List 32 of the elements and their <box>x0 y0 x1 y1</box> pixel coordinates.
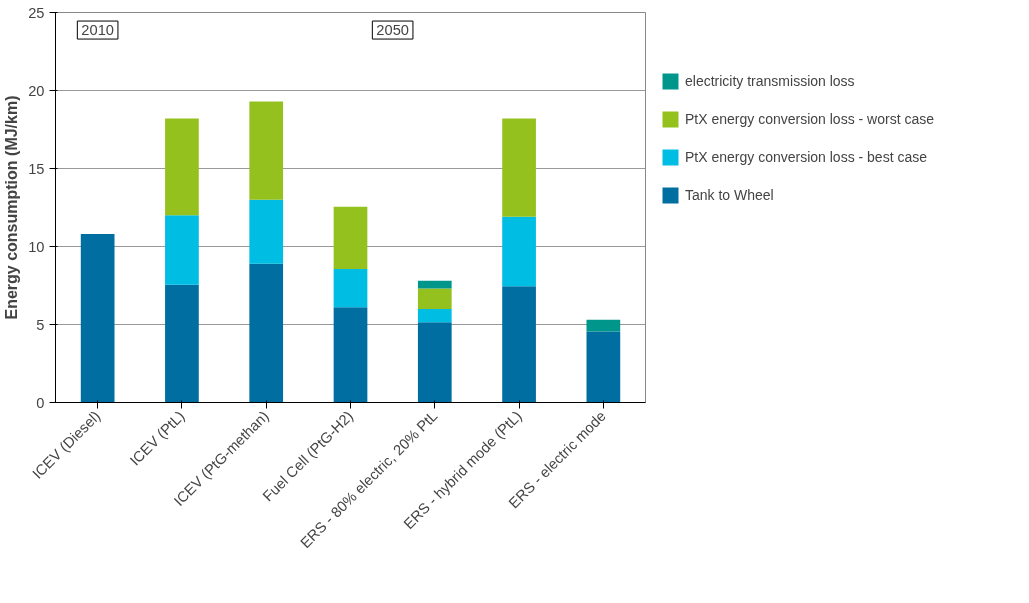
y-tick-label: 15 <box>28 160 45 177</box>
legend-label: PtX energy conversion loss - best case <box>685 148 928 165</box>
annotation: 2010 <box>81 22 114 39</box>
y-tick-label: 25 <box>28 4 45 21</box>
y-tick-label: 5 <box>36 316 45 333</box>
bar <box>249 101 284 200</box>
bar <box>417 308 452 323</box>
bar <box>586 331 621 403</box>
bar <box>249 263 284 403</box>
bar <box>417 322 452 403</box>
legend-label: PtX energy conversion loss - worst case <box>685 110 934 127</box>
bar <box>417 280 452 289</box>
y-axis-title: Energy consumption (MJ/km) <box>3 95 21 320</box>
bar <box>502 216 536 287</box>
bar <box>165 284 199 403</box>
bar <box>333 206 368 270</box>
y-tick-label: 20 <box>28 82 45 99</box>
y-tick-label: 0 <box>36 394 45 411</box>
bar <box>417 288 452 309</box>
bar <box>586 319 621 332</box>
bar <box>165 215 199 285</box>
bar <box>502 286 536 403</box>
bar <box>333 269 368 308</box>
annotation: 2050 <box>376 22 409 39</box>
bar <box>249 199 284 264</box>
legend-label: electricity transmission loss <box>685 72 855 89</box>
bar <box>165 118 199 216</box>
bar <box>502 118 536 217</box>
bar <box>333 307 368 403</box>
bar <box>80 234 115 403</box>
y-tick-label: 10 <box>28 238 45 255</box>
legend-label: Tank to Wheel <box>685 186 774 203</box>
